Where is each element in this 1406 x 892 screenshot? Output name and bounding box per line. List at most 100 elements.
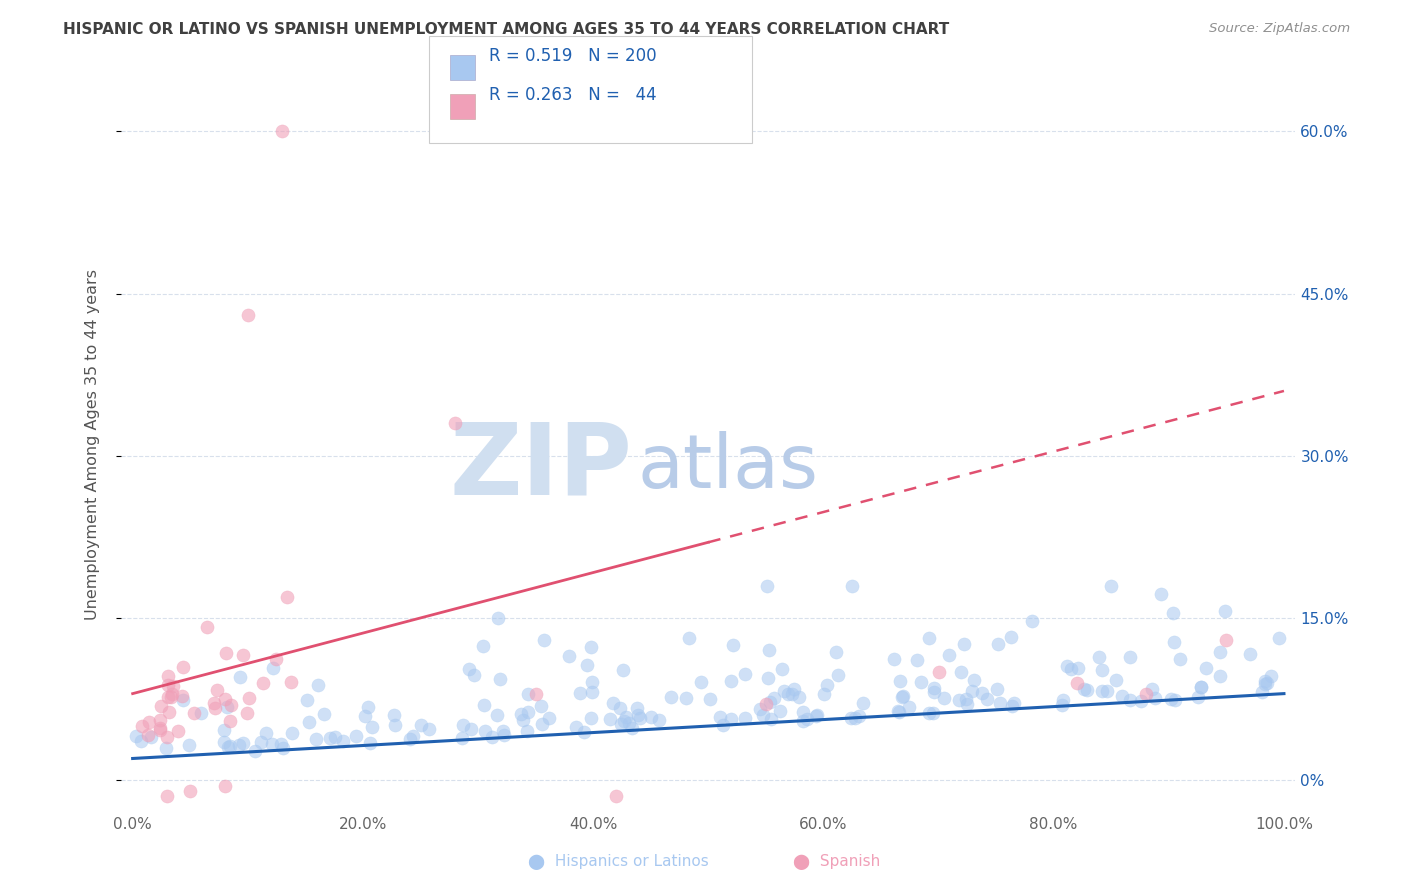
Point: [579, 640, 602, 654]
Point: [170, 689, 193, 703]
Point: [887, 704, 910, 718]
Point: [1001, 698, 1024, 713]
Point: [531, 716, 554, 731]
Text: ⬤  Spanish: ⬤ Spanish: [793, 854, 880, 870]
Point: [451, 718, 474, 732]
Point: [157, 669, 180, 683]
Point: [1118, 650, 1140, 665]
Point: [796, 712, 818, 726]
Point: [792, 714, 814, 728]
Point: [617, 716, 640, 731]
Point: [205, 683, 228, 698]
Point: [773, 684, 796, 698]
Point: [418, 722, 440, 736]
Point: [481, 730, 503, 744]
Point: [382, 708, 405, 723]
Point: [1056, 658, 1078, 673]
Point: [1254, 676, 1277, 690]
Point: [444, 417, 467, 431]
Point: [758, 643, 780, 657]
Point: [273, 740, 295, 755]
Point: [1150, 587, 1173, 601]
Point: [752, 708, 775, 723]
Point: [661, 690, 683, 704]
Point: [270, 737, 292, 751]
Point: [492, 723, 515, 738]
Point: [212, 735, 235, 749]
Point: [844, 711, 866, 725]
Point: [1066, 675, 1088, 690]
Point: [614, 710, 637, 724]
Point: [1168, 652, 1191, 666]
Point: [305, 731, 328, 746]
Point: [1160, 691, 1182, 706]
Point: [905, 653, 928, 667]
Point: [212, 723, 235, 737]
Point: [159, 690, 181, 704]
Point: [494, 728, 516, 742]
Point: [1209, 645, 1232, 659]
Point: [1097, 684, 1119, 698]
Point: [136, 727, 159, 741]
Point: [769, 704, 792, 718]
Point: [1213, 605, 1236, 619]
Point: [512, 713, 534, 727]
Point: [276, 591, 298, 605]
Point: [1140, 681, 1163, 696]
Point: [214, 692, 236, 706]
Point: [262, 660, 284, 674]
Point: [839, 711, 862, 725]
Point: [359, 736, 381, 750]
Point: [183, 706, 205, 720]
Point: [217, 739, 239, 754]
Point: [1099, 578, 1122, 592]
Point: [780, 687, 803, 701]
Point: [195, 619, 218, 633]
Point: [1111, 689, 1133, 703]
Point: [806, 708, 828, 723]
Point: [219, 739, 242, 754]
Point: [360, 720, 382, 734]
Point: [1000, 630, 1022, 644]
Point: [841, 578, 863, 592]
Point: [307, 678, 329, 692]
Point: [804, 708, 827, 723]
Point: [529, 699, 551, 714]
Point: [323, 730, 346, 744]
Point: [934, 690, 956, 705]
Point: [214, 779, 236, 793]
Point: [472, 698, 495, 713]
Point: [1088, 650, 1111, 665]
Point: [166, 723, 188, 738]
Point: [605, 789, 627, 804]
Text: ⬤  Hispanics or Latinos: ⬤ Hispanics or Latinos: [529, 854, 709, 870]
Point: [215, 646, 238, 660]
Point: [569, 686, 592, 700]
Point: [690, 674, 713, 689]
Point: [463, 667, 485, 681]
Point: [271, 124, 294, 138]
Point: [918, 631, 941, 645]
Point: [1189, 681, 1212, 695]
Point: [1256, 676, 1278, 690]
Point: [770, 662, 793, 676]
Point: [1076, 683, 1098, 698]
Point: [156, 789, 179, 804]
Point: [956, 697, 979, 711]
Point: [782, 682, 804, 697]
Point: [938, 648, 960, 662]
Point: [215, 699, 238, 714]
Point: [353, 709, 375, 723]
Point: [236, 308, 259, 322]
Point: [1021, 614, 1043, 628]
Point: [125, 730, 148, 744]
Point: [648, 713, 671, 727]
Point: [129, 734, 152, 748]
Point: [949, 665, 972, 680]
Point: [889, 673, 911, 688]
Point: [960, 684, 983, 698]
Point: [402, 729, 425, 743]
Point: [486, 610, 509, 624]
Point: [564, 720, 586, 734]
Point: [986, 681, 1008, 696]
